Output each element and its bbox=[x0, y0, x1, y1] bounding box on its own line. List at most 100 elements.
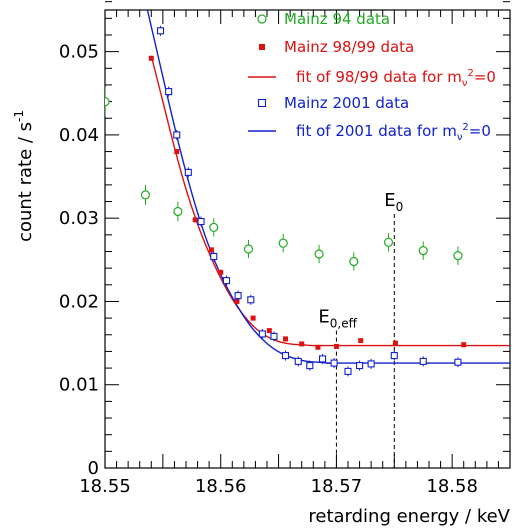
mainz-2001-point bbox=[173, 129, 181, 140]
legend-label-sup: 2 bbox=[462, 122, 468, 133]
mainz-98-99-point bbox=[358, 338, 364, 344]
mainz-98-99-point bbox=[315, 344, 321, 350]
mainz-94-point-marker bbox=[173, 206, 183, 217]
mainz-98-99-point-marker bbox=[358, 338, 364, 344]
mainz-98-99-point bbox=[461, 342, 467, 348]
mainz-98-99-point-marker bbox=[333, 343, 339, 349]
legend-label: Mainz 94 data bbox=[284, 10, 390, 28]
legend-mainz-94: Mainz 94 data bbox=[257, 10, 390, 28]
mainz-2001-point bbox=[419, 356, 427, 367]
mainz-98-99-point bbox=[208, 247, 214, 253]
legend-symbol bbox=[257, 98, 267, 108]
mainz-94-point bbox=[173, 201, 183, 222]
mainz-98-99-point-marker bbox=[234, 298, 240, 304]
mainz-2001-point bbox=[234, 290, 242, 301]
mainz-98-99-point-marker bbox=[461, 342, 467, 348]
mainz-94-point bbox=[349, 252, 359, 271]
mainz-2001-point-marker bbox=[247, 296, 255, 304]
mainz-2001-point bbox=[165, 86, 173, 97]
mainz-2001-point bbox=[344, 366, 352, 377]
mainz-2001-point-marker bbox=[419, 357, 427, 365]
mainz-94-point-marker bbox=[314, 249, 324, 259]
x-tick-label: 18.55 bbox=[79, 476, 131, 497]
y-axis-label-exponent: -1 bbox=[12, 110, 26, 122]
mainz-94-point bbox=[243, 239, 254, 259]
mainz-94-point bbox=[453, 246, 463, 265]
mainz-98-99-point bbox=[218, 269, 224, 275]
mainz-2001-point-marker bbox=[367, 360, 375, 368]
mainz-94-point-marker bbox=[453, 251, 463, 261]
legend-label: Mainz 98/99 data bbox=[284, 38, 414, 56]
axis-ticks bbox=[104, 1, 511, 469]
mainz-98-99-point-marker bbox=[148, 55, 154, 61]
mainz-94-point bbox=[105, 86, 110, 117]
mainz-94-point-marker bbox=[209, 222, 219, 232]
mainz-2001-point bbox=[306, 360, 314, 371]
marker-label-sub: 0 bbox=[396, 200, 404, 214]
mainz-2001-point-marker bbox=[306, 362, 314, 370]
mainz-2001-point-marker bbox=[234, 292, 242, 300]
mainz-98-99-point-marker bbox=[192, 217, 198, 223]
mainz-2001-point bbox=[454, 357, 462, 368]
legend-symbol bbox=[257, 14, 267, 24]
mainz-2001-point bbox=[156, 25, 165, 36]
mainz-2001-point-marker bbox=[210, 252, 218, 261]
legend-label-sub: ν bbox=[462, 78, 468, 89]
mainz-2001-point-marker bbox=[330, 359, 338, 367]
mainz-98-99-point bbox=[250, 315, 256, 321]
legend-mainz-98-99: Mainz 98/99 data bbox=[259, 38, 414, 56]
legend-label-post: =0 bbox=[469, 122, 491, 140]
mainz-2001-point-marker bbox=[454, 358, 462, 366]
mainz-94-point bbox=[140, 184, 151, 205]
mainz-98-99-point-marker bbox=[315, 344, 321, 350]
data-points bbox=[105, 25, 467, 377]
x-tick-label: 18.57 bbox=[311, 476, 363, 497]
legend-label: fit of 2001 data for mν2=0 bbox=[296, 122, 491, 143]
mainz-94-point-marker bbox=[105, 97, 110, 107]
legend-mainz-2001: Mainz 2001 data bbox=[257, 94, 409, 112]
mainz-2001-point bbox=[258, 328, 266, 339]
mainz-2001-point-marker bbox=[156, 27, 165, 35]
mainz-98-99-point bbox=[174, 149, 180, 155]
x-tick-label: 18.56 bbox=[195, 476, 247, 497]
legend-label-text: fit of 2001 data for m bbox=[296, 122, 457, 140]
mainz-2001-point bbox=[294, 356, 302, 367]
mainz-98-99-point-marker bbox=[392, 340, 398, 346]
mainz-94-point bbox=[209, 218, 219, 237]
fit-curve-2001 bbox=[146, 10, 510, 364]
mainz-2001-point-marker bbox=[344, 367, 352, 375]
mainz-2001-point-marker bbox=[356, 362, 364, 370]
mainz-98-99-point-marker bbox=[283, 336, 289, 342]
mainz-98-99-point bbox=[234, 298, 240, 304]
marker-label-e0: E0 bbox=[384, 190, 403, 214]
legend-label: fit of 98/99 data for mν2=0 bbox=[296, 68, 496, 89]
mainz-98-99-point bbox=[148, 55, 154, 61]
mainz-2001-point bbox=[210, 251, 218, 262]
mainz-94-point-marker bbox=[418, 246, 428, 256]
mainz-2001-point bbox=[184, 167, 192, 178]
mainz-98-99-point bbox=[192, 217, 198, 223]
mainz-2001-point bbox=[281, 350, 290, 361]
marker-label-main: E bbox=[318, 307, 329, 328]
mainz-2001-point bbox=[247, 294, 255, 305]
legend-label-sub: ν bbox=[457, 132, 463, 143]
mainz-98-99-point bbox=[333, 343, 339, 349]
legend-symbol bbox=[259, 44, 265, 50]
legend-label: Mainz 2001 data bbox=[284, 94, 409, 112]
legend-label-text: fit of 98/99 data for m bbox=[296, 68, 462, 86]
fit-curve-98-99 bbox=[150, 55, 510, 347]
y-tick-label: 0 bbox=[88, 458, 99, 479]
mainz-2001-point bbox=[270, 331, 278, 342]
y-axis-label: count rate / s-1 bbox=[12, 110, 36, 242]
mainz-94-point-marker bbox=[278, 238, 288, 248]
mainz-98-99-point bbox=[266, 328, 272, 334]
mainz-2001-point-marker bbox=[294, 357, 302, 365]
plot-frame bbox=[104, 9, 511, 469]
mainz-2001-point bbox=[318, 353, 327, 364]
mainz-2001-point bbox=[330, 358, 338, 369]
mainz-98-99-point bbox=[299, 341, 305, 347]
mainz-2001-point-marker bbox=[318, 355, 327, 363]
mainz-2001-point bbox=[197, 216, 205, 227]
